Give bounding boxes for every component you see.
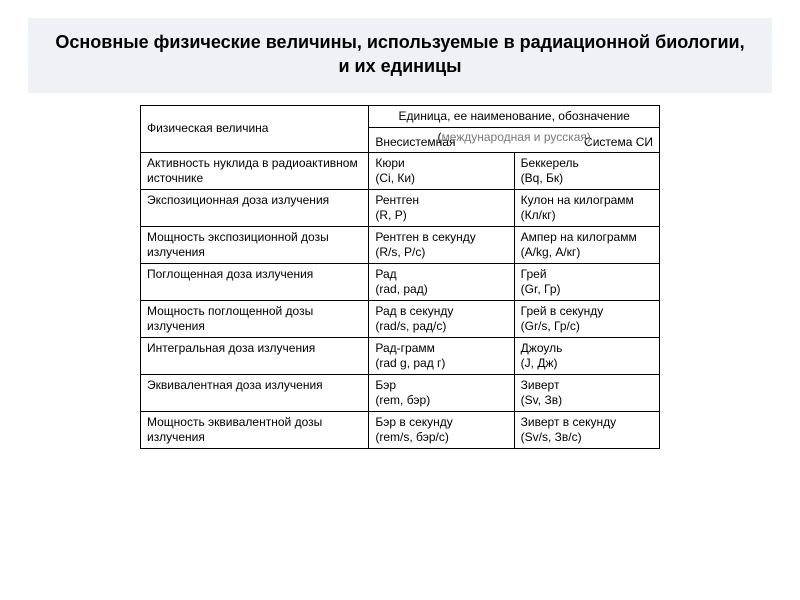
cell-phys: Мощность экспозиционной дозы излучения [141,226,369,263]
table-row: Мощность экспозиционной дозы излученияРе… [141,226,660,263]
table-row: Экспозиционная доза излученияРентген(R, … [141,189,660,226]
table-row: Мощность эквивалентной дозы излученияБэр… [141,411,660,448]
cell-off: Рад в секунду(rad/s, рад/с) [369,300,514,337]
cell-si: Джоуль(J, Дж) [514,337,659,374]
cell-si: Грей в секунду(Gr/s, Гр/с) [514,300,659,337]
cell-si: Зиверт(Sv, Зв) [514,374,659,411]
cell-phys: Эквивалентная доза излучения [141,374,369,411]
page-title: Основные физические величины, используем… [52,30,748,79]
quantities-table: Физическая величинаЕдиница, ее наименова… [140,105,660,449]
table-row: Мощность поглощенной дозы излученияРад в… [141,300,660,337]
table-row: Интегральная доза излученияРад-грамм(rad… [141,337,660,374]
cell-off: Кюри(Ci, Ки) [369,152,514,189]
table-row: Физическая величинаЕдиница, ее наименова… [141,105,660,127]
table-row: Эквивалентная доза излученияБэр(rem, бэр… [141,374,660,411]
cell-off: Рад-грамм(rad g, рад г) [369,337,514,374]
table-row: Активность нуклида в радиоактивном источ… [141,152,660,189]
cell-phys: Интегральная доза излучения [141,337,369,374]
cell-off: Рад(rad, рад) [369,263,514,300]
cell-phys: Экспозиционная доза излучения [141,189,369,226]
cell-si: Зиверт в секунду(Sv/s, Зв/с) [514,411,659,448]
header-physical-quantity: Физическая величина [141,105,369,152]
cell-off: Рентген(R, Р) [369,189,514,226]
cell-si: Ампер на килограмм(A/kg, А/кг) [514,226,659,263]
table-container: Физическая величинаЕдиница, ее наименова… [140,105,660,449]
cell-off: Бэр(rem, бэр) [369,374,514,411]
header-unit: Единица, ее наименование, обозначение [369,105,660,127]
title-band: Основные физические величины, используем… [28,18,772,93]
cell-si: Беккерель(Bq, Бк) [514,152,659,189]
cell-phys: Активность нуклида в радиоактивном источ… [141,152,369,189]
cell-si: Кулон на килограмм(Кл/кг) [514,189,659,226]
header-si-system: Система СИ [584,135,653,150]
cell-si: Грей(Gr, Гр) [514,263,659,300]
cell-off: Рентген в секунду(R/s, Р/с) [369,226,514,263]
cell-phys: Мощность поглощенной дозы излучения [141,300,369,337]
table-row: Поглощенная доза излученияРад(rad, рад)Г… [141,263,660,300]
cell-phys: Поглощенная доза излучения [141,263,369,300]
header-unit-sub: (международная и русская)международная и… [369,127,660,152]
cell-phys: Мощность эквивалентной дозы излучения [141,411,369,448]
cell-off: Бэр в секунду(rem/s, бэр/с) [369,411,514,448]
